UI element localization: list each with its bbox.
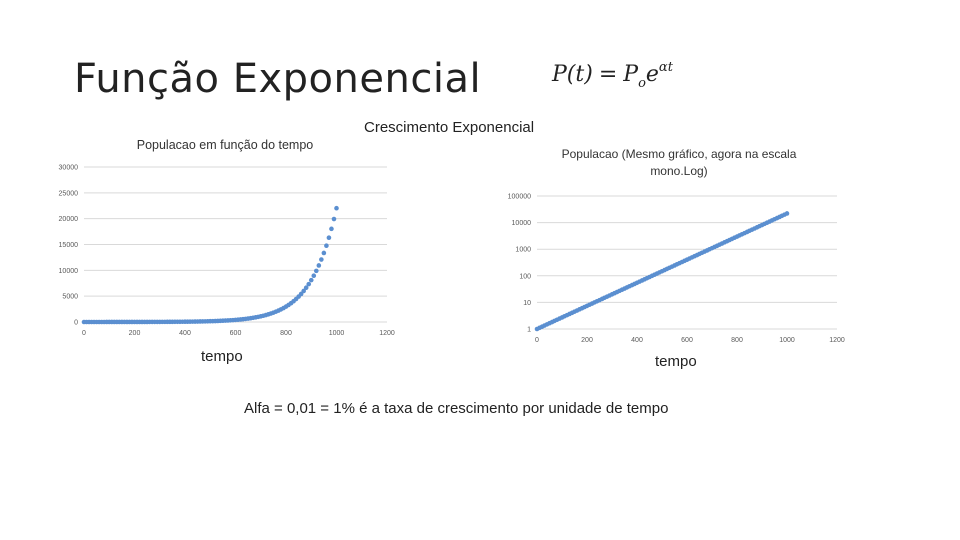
footer-text: Alfa = 0,01 = 1% é a taxa de crescimento… [244, 400, 669, 417]
formula: P(t) = Poeαt [552, 60, 673, 91]
x-tick-label: 400 [631, 337, 643, 344]
x-tick-label: 400 [179, 330, 191, 337]
formula-base-sub: o [638, 76, 646, 91]
center-title: Crescimento Exponencial [364, 119, 535, 136]
y-tick-label: 10000 [59, 268, 79, 275]
x-tick-label: 200 [581, 337, 593, 344]
y-tick-label: 10 [523, 300, 531, 307]
y-tick-label: 20000 [59, 216, 79, 223]
x-tick-label: 800 [731, 337, 743, 344]
data-point [306, 281, 312, 287]
chart-2-xlabel: tempo [655, 353, 697, 370]
data-point [314, 268, 319, 274]
formula-base: P [623, 62, 639, 87]
formula-equals: = [598, 62, 618, 87]
x-tick-label: 200 [129, 330, 141, 337]
y-tick-label: 1000 [515, 247, 531, 254]
data-point [331, 216, 337, 222]
data-point [321, 250, 327, 256]
data-point [303, 285, 309, 291]
formula-exp-power: αt [658, 60, 673, 75]
x-tick-label: 600 [681, 337, 693, 344]
formula-lhs: P(t) [552, 62, 593, 87]
chart-2-title: Populacao (Mesmo gráfico, agora na escal… [561, 147, 797, 178]
y-tick-label: 1 [527, 327, 531, 334]
x-tick-label: 0 [82, 330, 86, 337]
data-point [326, 235, 332, 240]
x-tick-label: 1200 [829, 337, 845, 344]
data-point [311, 273, 317, 279]
y-tick-label: 10000 [512, 220, 532, 227]
data-point [329, 226, 334, 232]
y-tick-label: 25000 [59, 190, 79, 197]
x-tick-label: 800 [280, 330, 292, 337]
formula-exp-base: e [645, 62, 659, 87]
data-point [784, 211, 790, 216]
x-tick-label: 0 [535, 337, 539, 344]
y-tick-label: 5000 [62, 294, 78, 301]
data-point [319, 257, 324, 262]
y-tick-label: 30000 [59, 165, 79, 172]
chart-1-title: Populacao em função do tempo [136, 138, 314, 152]
data-point [308, 277, 314, 283]
y-tick-label: 15000 [59, 242, 79, 249]
x-tick-label: 600 [230, 330, 242, 337]
slide-title: Função Exponencial [74, 56, 482, 102]
data-point [316, 263, 322, 268]
x-tick-label: 1000 [329, 330, 345, 337]
y-tick-label: 0 [74, 320, 78, 327]
data-point [334, 205, 339, 211]
data-point [301, 288, 306, 294]
y-tick-label: 100 [519, 273, 531, 280]
chart-1-xlabel: tempo [201, 348, 243, 365]
y-tick-label: 100000 [508, 194, 531, 201]
x-tick-label: 1200 [379, 330, 395, 337]
data-point [324, 243, 329, 249]
x-tick-label: 1000 [779, 337, 795, 344]
